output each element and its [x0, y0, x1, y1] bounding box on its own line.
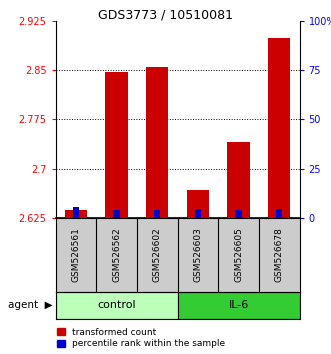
Text: IL-6: IL-6	[228, 300, 249, 310]
Bar	[227, 142, 250, 218]
Text: GSM526603: GSM526603	[193, 227, 203, 282]
Text: control: control	[97, 300, 136, 310]
Bar	[177, 292, 300, 319]
Bar	[146, 67, 168, 218]
Bar	[276, 209, 282, 218]
Text: GSM526605: GSM526605	[234, 227, 243, 282]
Bar	[65, 210, 87, 218]
Bar	[105, 72, 128, 218]
Text: GSM526602: GSM526602	[153, 228, 162, 282]
Text: GSM526678: GSM526678	[275, 227, 284, 282]
Bar	[187, 189, 209, 218]
Legend: transformed count, percentile rank within the sample: transformed count, percentile rank withi…	[57, 328, 225, 348]
Bar	[195, 209, 201, 218]
Text: agent  ▶: agent ▶	[8, 300, 52, 310]
Bar	[73, 207, 79, 218]
Text: GSM526561: GSM526561	[71, 227, 80, 282]
Text: GSM526562: GSM526562	[112, 228, 121, 282]
Bar	[114, 210, 120, 218]
Bar	[235, 210, 242, 218]
Text: GDS3773 / 10510081: GDS3773 / 10510081	[98, 9, 233, 22]
Bar	[268, 38, 290, 218]
Bar	[56, 292, 177, 319]
Bar	[154, 210, 161, 218]
